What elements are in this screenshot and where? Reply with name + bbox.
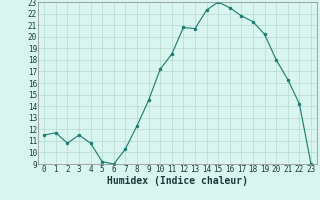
X-axis label: Humidex (Indice chaleur): Humidex (Indice chaleur) bbox=[107, 176, 248, 186]
